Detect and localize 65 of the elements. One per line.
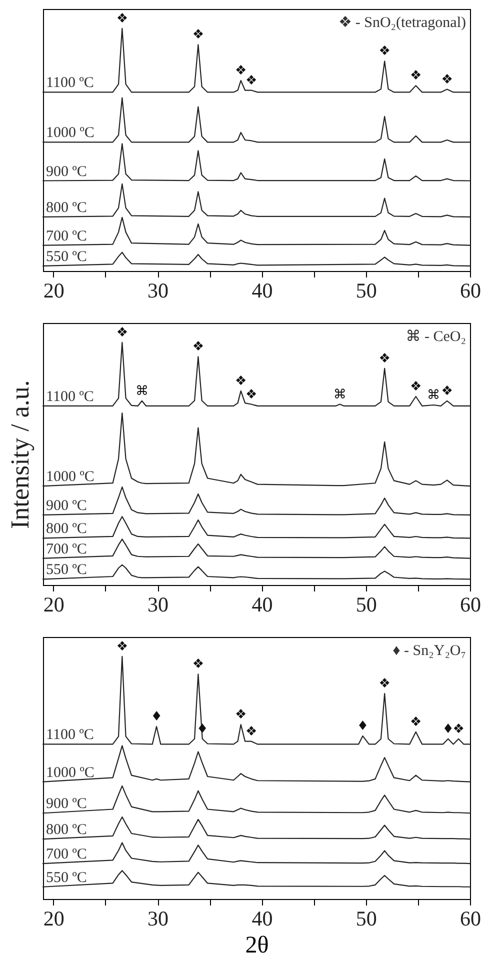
annotation: ❖ xyxy=(235,64,247,79)
annotation: ❖ xyxy=(116,639,128,654)
series-label: 1000 ºC xyxy=(46,764,94,781)
series-label: 700 ºC xyxy=(46,541,87,558)
annotation: ❖ xyxy=(245,387,258,402)
annotation: ❖ xyxy=(192,340,204,355)
x-tick-label: 60 xyxy=(460,592,481,616)
annotation: ❖ xyxy=(410,380,422,395)
x-tick-label: 30 xyxy=(148,592,169,616)
annotation: ❖ xyxy=(192,657,204,672)
series-label: 900 ºC xyxy=(46,796,87,812)
series-label: 550 ºC xyxy=(46,248,87,265)
annotation: ⌘ xyxy=(135,384,148,399)
x-tick-label: 50 xyxy=(356,592,377,616)
annotation: ❖ xyxy=(116,325,128,340)
annotation: ❖ xyxy=(452,722,464,737)
annotation: ❖ xyxy=(441,384,453,399)
annotation: ❖ xyxy=(235,708,247,723)
x-tick-label: 50 xyxy=(356,906,377,930)
annotation: ⌘ - CeO₂ xyxy=(406,329,466,345)
series-label: 1100 ºC xyxy=(46,727,94,744)
annotation: ❖ xyxy=(192,28,204,43)
annotation: ❖ xyxy=(378,676,390,692)
annotation: ❖ - SnO₂(tetragonal) xyxy=(338,15,466,31)
series-label: 1100 ºC xyxy=(46,388,94,405)
annotation: ❖ xyxy=(235,374,247,389)
x-tick-label: 20 xyxy=(43,592,64,616)
x-tick-label: 20 xyxy=(43,906,64,930)
x-tick-label: 30 xyxy=(148,278,169,302)
series-label: 900 ºC xyxy=(46,498,87,514)
x-tick-label: 20 xyxy=(43,278,64,302)
annotation: ❖ xyxy=(245,724,258,740)
annotation: ♦ - Sn₂Y₂O₇ xyxy=(392,643,466,659)
annotation: ❖ xyxy=(410,714,422,730)
series-label: 800 ºC xyxy=(46,200,87,216)
annotation: ♦ xyxy=(150,710,162,725)
x-tick-label: 60 xyxy=(460,906,481,930)
annotation: ❖ xyxy=(410,68,422,84)
annotation: ❖ xyxy=(441,72,453,88)
annotation: ⌘ xyxy=(333,387,346,402)
series-label: 1000 ºC xyxy=(46,469,94,486)
series-label: 550 ºC xyxy=(46,870,87,886)
x-tick-label: 40 xyxy=(252,592,273,616)
x-axis-title: 2θ xyxy=(245,932,269,958)
x-tick-label: 40 xyxy=(252,278,273,302)
annotation: ♦ xyxy=(356,718,369,734)
x-tick-label: 60 xyxy=(460,278,481,302)
annotation: ⌘ xyxy=(427,388,440,403)
y-axis-title: Intensity / a.u. xyxy=(6,380,34,529)
annotation: ♦ xyxy=(442,722,454,737)
series-label: 1100 ºC xyxy=(46,75,94,92)
series-label: 700 ºC xyxy=(46,228,87,244)
annotation: ❖ xyxy=(378,351,390,366)
x-tick-label: 50 xyxy=(356,278,377,302)
annotation: ❖ xyxy=(245,73,258,88)
series-label: 700 ºC xyxy=(46,846,87,863)
series-label: 800 ºC xyxy=(46,822,87,838)
series-label: 800 ºC xyxy=(46,521,87,538)
annotation: ❖ xyxy=(116,11,128,26)
annotation: ❖ xyxy=(378,44,390,60)
x-tick-label: 30 xyxy=(148,906,169,930)
series-label: 550 ºC xyxy=(46,562,87,578)
series-label: 1000 ºC xyxy=(46,125,94,142)
series-label: 900 ºC xyxy=(46,164,87,180)
x-tick-label: 40 xyxy=(252,906,273,930)
